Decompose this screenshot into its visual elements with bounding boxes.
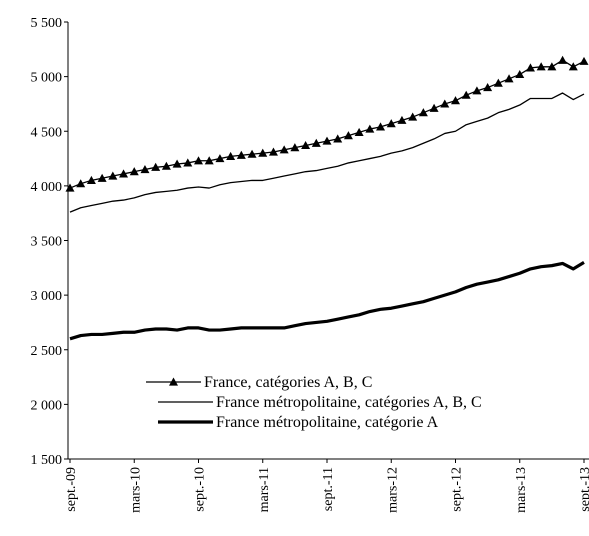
series-marker — [236, 150, 246, 159]
x-tick-label: sept.-13 — [578, 467, 589, 512]
series-marker — [204, 156, 214, 165]
y-tick-label: 3 000 — [31, 289, 63, 304]
series-marker — [226, 151, 236, 160]
series-marker — [515, 69, 525, 79]
series-marker — [183, 158, 193, 167]
x-tick-label: mars-10 — [128, 467, 143, 513]
x-tick-label: sept.-10 — [193, 467, 208, 512]
x-tick-label: sept.-12 — [450, 467, 465, 512]
x-tick-label: mars-12 — [385, 467, 400, 513]
y-tick-label: 4 000 — [31, 180, 63, 195]
series-marker — [568, 62, 578, 71]
series-marker — [429, 103, 439, 112]
series-marker — [258, 148, 268, 157]
series-marker — [65, 183, 75, 192]
series-marker — [76, 179, 86, 188]
series-marker — [108, 171, 118, 180]
series-marker — [343, 131, 353, 140]
series-marker — [322, 136, 332, 145]
series-line — [69, 92, 585, 213]
series-marker — [472, 86, 482, 95]
series-marker — [579, 56, 589, 65]
series-marker — [268, 147, 278, 156]
series-marker — [279, 145, 289, 154]
series-marker — [547, 62, 557, 71]
y-tick-label: 2 000 — [31, 398, 63, 413]
series-marker — [493, 78, 503, 87]
series-marker — [461, 90, 471, 99]
series-marker — [140, 164, 150, 174]
x-tick-label: sept.-11 — [321, 467, 336, 511]
y-tick-label: 5 500 — [31, 16, 63, 31]
series-marker — [247, 149, 257, 158]
series-marker — [151, 162, 161, 171]
y-tick-label: 5 000 — [31, 71, 63, 86]
y-tick-label: 2 500 — [31, 344, 63, 359]
series-marker — [290, 143, 300, 152]
series-marker — [86, 175, 96, 185]
series-marker — [386, 119, 396, 128]
y-tick-label: 1 500 — [31, 453, 63, 468]
series-marker — [311, 138, 321, 147]
series-marker — [525, 63, 535, 72]
series-marker — [365, 124, 375, 133]
x-tick-label: mars-13 — [514, 467, 529, 513]
legend-label: France, catégories A, B, C — [204, 374, 372, 391]
series-marker — [129, 167, 139, 176]
series-marker — [440, 99, 450, 108]
series-marker — [483, 83, 493, 92]
series-marker — [301, 140, 311, 150]
x-tick-label: mars-11 — [257, 467, 272, 512]
series-marker — [504, 74, 514, 83]
series-marker — [161, 161, 171, 170]
series-marker — [418, 108, 428, 117]
series-marker — [536, 62, 546, 71]
series-marker — [194, 156, 203, 165]
series-marker — [333, 134, 343, 143]
x-tick-label: sept.-09 — [64, 467, 79, 512]
series-marker — [376, 122, 386, 131]
series-marker — [408, 112, 418, 121]
legend-marker — [169, 377, 178, 386]
series-marker — [215, 154, 225, 163]
series-marker — [172, 159, 182, 168]
legend-label: France métropolitaine, catégorie A — [216, 414, 439, 431]
y-tick-label: 3 500 — [31, 235, 63, 250]
series-line — [69, 260, 585, 341]
series-marker — [397, 115, 407, 124]
legend-label: France métropolitaine, catégories A, B, … — [216, 394, 482, 411]
series-marker — [354, 127, 364, 136]
y-tick-label: 4 500 — [31, 125, 63, 140]
series-marker — [119, 169, 129, 178]
series-marker — [451, 96, 460, 105]
series-marker — [97, 173, 107, 182]
series-marker — [558, 55, 568, 64]
